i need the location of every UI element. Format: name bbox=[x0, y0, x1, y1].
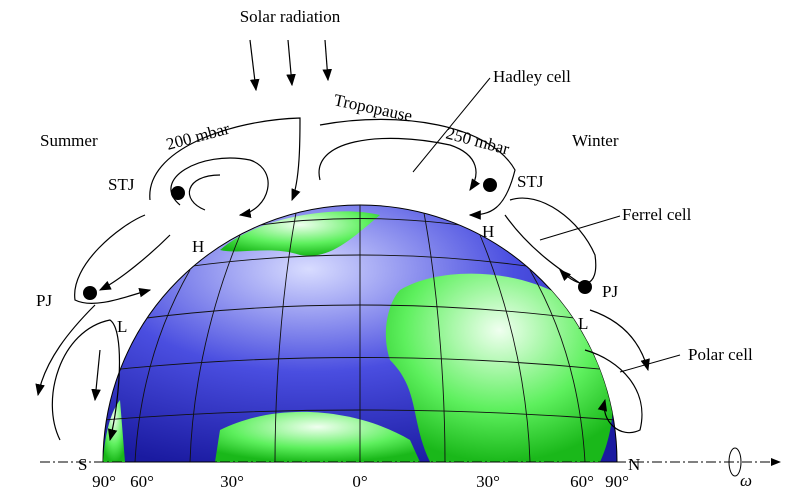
latitude-label: 30° bbox=[476, 472, 500, 491]
season-label: Summer bbox=[40, 131, 98, 150]
latitude-label: 60° bbox=[570, 472, 594, 491]
pressure-mark: H bbox=[482, 222, 494, 241]
jet-label: STJ bbox=[517, 172, 544, 191]
pole-label: N bbox=[628, 455, 640, 474]
latitude-label: 30° bbox=[220, 472, 244, 491]
rotation-label: ω bbox=[740, 471, 752, 490]
latitude-label: 60° bbox=[130, 472, 154, 491]
cell-label: Hadley cell bbox=[493, 67, 571, 86]
pressure-level: 250 mbar bbox=[444, 124, 512, 159]
solar-arrows bbox=[250, 40, 328, 90]
jet-label: PJ bbox=[36, 291, 52, 310]
atmospheric-circulation-diagram: Solar radiation Summer Winter 200 mbar 2… bbox=[0, 0, 789, 495]
cell-label: Ferrel cell bbox=[622, 205, 692, 224]
pressure-mark: H bbox=[192, 237, 204, 256]
pole-label: S bbox=[78, 455, 87, 474]
latitude-label: 90° bbox=[92, 472, 116, 491]
pressure-mark: L bbox=[578, 314, 588, 333]
pressure-mark: L bbox=[117, 317, 127, 336]
tropopause-label: Tropopause bbox=[332, 90, 414, 125]
latitude-label: 90° bbox=[605, 472, 629, 491]
jet-label: PJ bbox=[602, 282, 618, 301]
latitude-label: 0° bbox=[352, 472, 367, 491]
solar-label: Solar radiation bbox=[240, 7, 341, 26]
globe bbox=[103, 205, 617, 462]
jet-label: STJ bbox=[108, 175, 135, 194]
season-label: Winter bbox=[572, 131, 619, 150]
pressure-level: 200 mbar bbox=[164, 119, 232, 154]
cell-label: Polar cell bbox=[688, 345, 753, 364]
